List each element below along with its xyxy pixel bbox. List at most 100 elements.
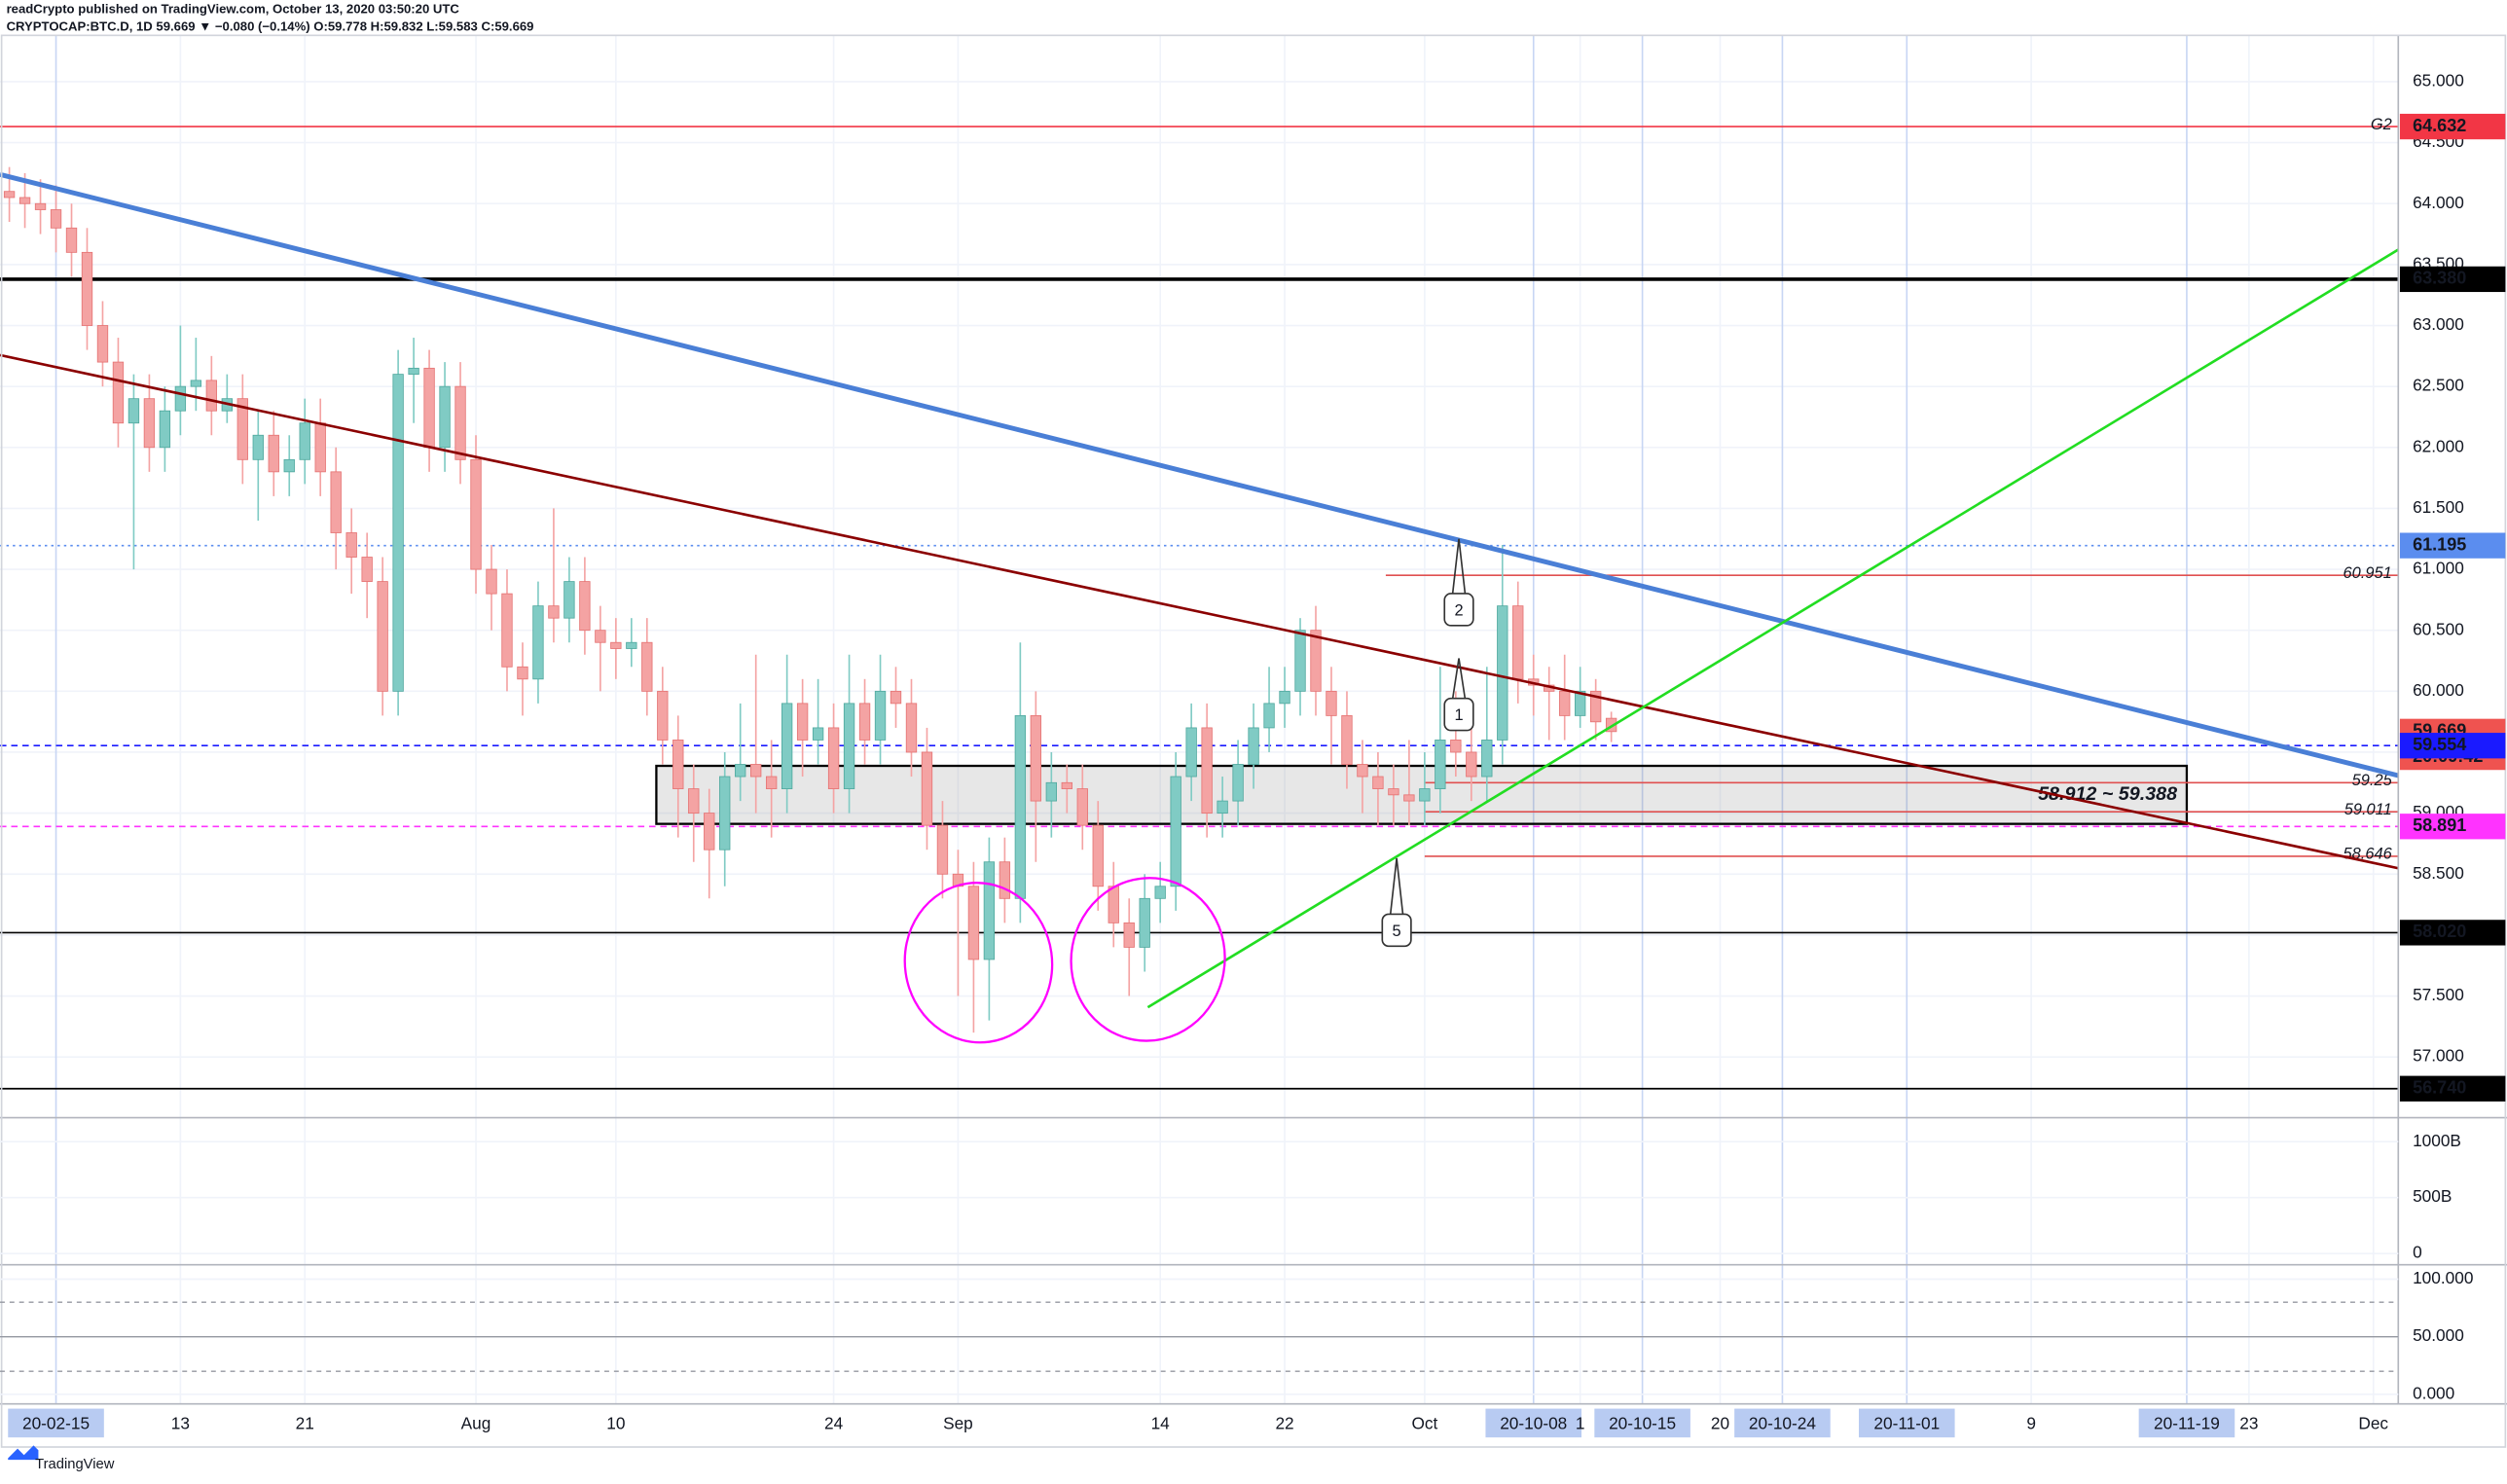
callout-box	[1381, 913, 1412, 948]
candle-body	[174, 385, 187, 412]
x-tick-highlight	[1734, 1408, 1831, 1438]
candle-body	[858, 703, 871, 741]
price-tag	[2399, 920, 2506, 946]
candle-body	[1388, 788, 1399, 796]
candle-body	[1263, 703, 1275, 729]
callout-box	[1443, 593, 1474, 627]
callout-box	[1443, 697, 1474, 732]
x-tick-label: Oct	[1411, 1414, 1437, 1433]
x-tick-label: 9	[2026, 1414, 2036, 1433]
candle-body	[1294, 630, 1306, 692]
candle-body	[874, 690, 887, 741]
level-tag: G2	[2371, 116, 2392, 133]
y-tick-label: 63.000	[2413, 314, 2464, 334]
indicator-panes	[0, 1140, 2399, 1395]
candle-body	[392, 374, 404, 692]
candle-body	[548, 605, 560, 619]
price-tag-label: 56.740	[2413, 1078, 2466, 1098]
x-tick-label: 20-11-01	[1873, 1414, 1940, 1433]
y-tick-label: 60.000	[2413, 680, 2464, 700]
candle-body	[905, 703, 918, 753]
candle-body	[983, 861, 996, 960]
callout-label: 2	[1454, 601, 1463, 619]
candle-body	[81, 251, 93, 326]
x-tick-highlight	[1858, 1408, 1955, 1438]
price-tag	[2399, 1075, 2506, 1102]
candle-body	[112, 361, 125, 424]
price-tag	[2399, 733, 2506, 759]
main-pane: 58.912 ~ 59.388 G2 60.951 59.25 59.011 58.646…	[0, 116, 2399, 1090]
price-tag	[2399, 266, 2506, 293]
y-tick-label: 60.500	[2413, 619, 2464, 638]
candle-body	[595, 630, 606, 643]
callout-label: 5	[1393, 923, 1401, 940]
candle-body	[252, 434, 264, 460]
x-tick-label: 23	[2239, 1414, 2258, 1433]
price-tag	[2399, 113, 2506, 140]
candle-body	[672, 740, 684, 789]
x-tick-label: Sep	[943, 1414, 973, 1433]
candle-body	[1481, 740, 1493, 778]
candle-body	[190, 380, 202, 387]
candle-body	[377, 581, 388, 692]
candle-body	[50, 209, 62, 229]
candle-body	[735, 764, 746, 778]
candle-body	[96, 325, 109, 363]
candle-body	[3, 191, 16, 199]
candle-body	[408, 367, 419, 376]
candle-body	[999, 861, 1011, 899]
x-tick-label: 22	[1275, 1414, 1293, 1433]
x-tick-label: 20-11-19	[2154, 1414, 2220, 1433]
candle-body	[563, 581, 575, 619]
candle-body	[781, 703, 793, 789]
trendline	[0, 353, 2399, 870]
candle-body	[1154, 886, 1166, 899]
candle-body	[1076, 788, 1088, 826]
candle-body	[1341, 714, 1353, 765]
x-tick-label: 20	[1711, 1414, 1729, 1433]
freehand-circle	[903, 882, 1054, 1044]
candle-body	[439, 385, 451, 449]
candle-body	[1512, 605, 1524, 680]
candle-body	[1497, 605, 1508, 741]
candle-body	[1372, 776, 1384, 789]
candle-body	[205, 380, 218, 412]
candle-body	[1030, 714, 1042, 802]
candle-body	[967, 886, 980, 960]
candle-body	[143, 398, 156, 449]
candle-body	[1559, 690, 1571, 716]
candle-body	[843, 703, 855, 789]
candle-body	[796, 703, 809, 741]
brand: TradingView	[35, 1457, 115, 1472]
candle-body	[688, 788, 700, 814]
candle-body	[470, 458, 482, 570]
callout-pointer	[1451, 538, 1467, 596]
candle-body	[1170, 776, 1181, 887]
candle-body	[1450, 740, 1462, 753]
callout-pointer	[1389, 857, 1404, 917]
y-tick-label: 58.500	[2413, 863, 2464, 883]
candle-body	[1419, 788, 1431, 802]
candle-body	[1605, 717, 1617, 733]
candle-body	[1575, 690, 1586, 716]
candle-body	[1403, 794, 1415, 802]
candle-body	[1232, 764, 1244, 802]
price-tag-label: 58.020	[2413, 922, 2466, 941]
candle-body	[1248, 727, 1259, 765]
candle-body	[1310, 630, 1322, 692]
candle-body	[1357, 764, 1368, 778]
x-tick-label: 10	[606, 1414, 625, 1433]
candle-body	[127, 398, 140, 424]
candle-body	[1201, 727, 1213, 814]
y-tick-label: 50.000	[2413, 1325, 2464, 1345]
candle-body	[501, 593, 513, 668]
candle-body	[1045, 781, 1057, 802]
candle-body	[159, 410, 171, 449]
price-tag	[2399, 532, 2506, 559]
candle-body	[1123, 922, 1135, 948]
candle-body	[921, 751, 933, 826]
x-tick-label: 13	[171, 1414, 190, 1433]
candle-body	[330, 471, 342, 533]
freehand-circle	[1070, 877, 1226, 1042]
